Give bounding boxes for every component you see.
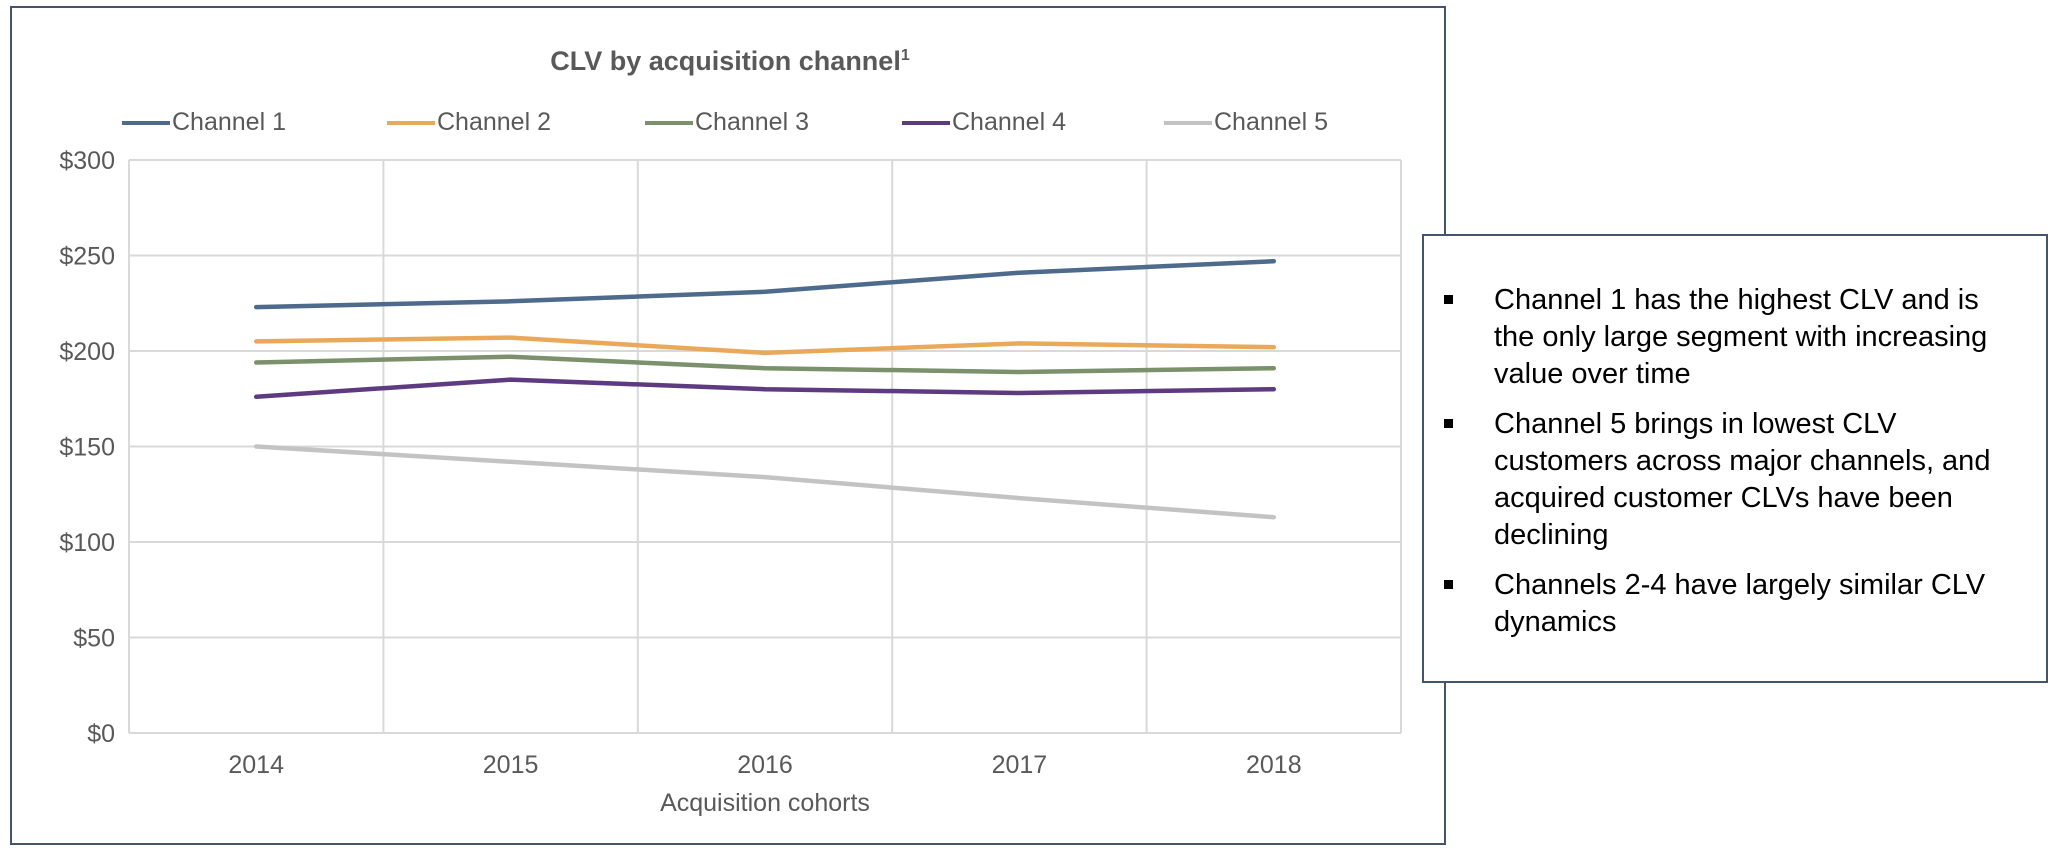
legend-item: Channel 4 [902,108,1066,137]
legend-swatch [645,120,693,125]
x-tick-label: 2018 [1246,751,1302,779]
legend-swatch [902,120,950,125]
y-tick-label: $200 [59,338,115,366]
series-line-channel-2 [253,335,1277,356]
legend-swatch [387,120,435,125]
chart-title: CLV by acquisition channel1 [550,46,910,76]
bullet-icon [1444,580,1453,589]
y-tick-label: $150 [59,434,115,462]
legend-swatch [1164,120,1212,125]
title-footnote-marker: 1 [900,47,910,64]
legend-label: Channel 2 [437,108,551,136]
insight-item: Channel 1 has the highest CLV and is the… [1442,282,2026,393]
legend-label: Channel 4 [952,108,1066,136]
x-tick-label: 2016 [737,751,793,779]
series-line-channel-1 [253,258,1277,310]
y-tick-label: $50 [73,625,115,653]
series-line-channel-4 [253,377,1277,400]
bullet-icon [1444,419,1453,428]
series-line-channel-3 [253,354,1277,375]
legend-item: Channel 2 [387,108,551,137]
legend-item: Channel 5 [1164,108,1328,137]
legend-swatch [122,120,170,125]
line-chart: $0 $50 $100 $150 $200 $250 $300 2014 2015 2016 201… [59,147,1402,817]
insight-item: Channel 5 brings in lowest CLV customers… [1442,406,2026,554]
insight-item: Channels 2-4 have largely similar CLV dy… [1442,567,2026,641]
y-tick-label: $0 [87,720,115,748]
bullet-icon [1444,295,1453,304]
insights-list: Channel 1 has the highest CLV and is the… [1424,236,2046,641]
legend-item: Channel 1 [122,108,286,137]
insights-panel: Channel 1 has the highest CLV and is the… [1422,234,2048,683]
legend-label: Channel 5 [1214,108,1328,136]
y-tick-label: $250 [59,243,115,271]
legend-label: Channel 1 [172,108,286,136]
x-axis-title: Acquisition cohorts [660,789,870,817]
x-tick-label: 2014 [228,751,284,779]
chart-panel: CLV by acquisition channel1 Channel 1 Cha… [10,6,1446,845]
legend-item: Channel 3 [645,108,809,137]
series-line-channel-5 [253,444,1277,520]
legend-label: Channel 3 [695,108,809,136]
x-tick-label: 2015 [483,751,539,779]
y-tick-label: $100 [59,529,115,557]
x-tick-label: 2017 [992,751,1048,779]
y-tick-label: $300 [59,147,115,175]
